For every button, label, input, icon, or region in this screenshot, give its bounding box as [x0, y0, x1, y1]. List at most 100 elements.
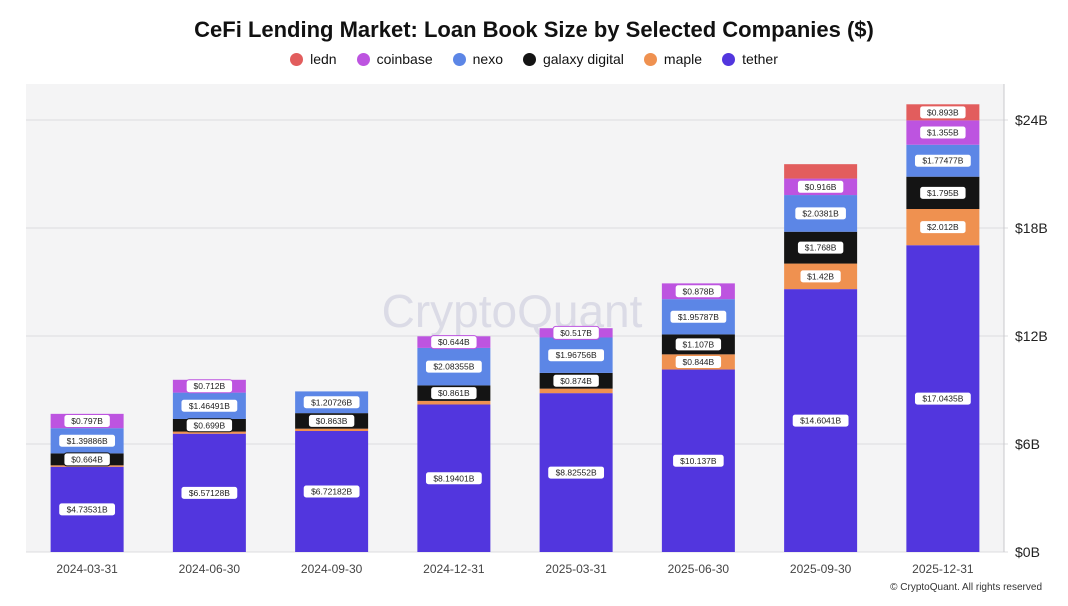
data-label-box [672, 453, 725, 468]
data-label-nexo: $1.20726B [311, 397, 352, 407]
bar-segment-maple [417, 400, 491, 405]
bar-segment-maple [539, 388, 613, 394]
data-label-nexo: $1.46491B [189, 401, 230, 411]
y-tick-label: $0B [1015, 544, 1040, 560]
data-label-box [185, 379, 234, 394]
data-label-galaxy-digital: $0.861B [438, 388, 470, 398]
legend-swatch [722, 52, 736, 66]
x-tick-label: 2024-12-31 [423, 562, 485, 576]
data-label-nexo: $1.39886B [67, 436, 108, 446]
legend-swatch [452, 52, 466, 66]
data-label-box [552, 325, 600, 340]
data-label-box [913, 391, 972, 406]
legend-label: nexo [472, 51, 503, 67]
data-label-box [913, 153, 972, 168]
data-label-box [58, 502, 117, 517]
legend-item-coinbase[interactable]: coinbase [356, 51, 433, 67]
data-label-box [307, 413, 356, 428]
data-label-box [794, 206, 847, 221]
y-tick-label: $6B [1015, 436, 1040, 452]
data-label-box [919, 220, 967, 235]
x-tick-label: 2025-09-30 [790, 562, 852, 576]
data-label-box [552, 373, 600, 388]
data-label-nexo: $1.96756B [556, 350, 597, 360]
legend-swatch [290, 52, 304, 66]
data-label-box [919, 125, 967, 140]
data-label-maple: $2.012B [927, 222, 959, 232]
data-label-tether: $4.73531B [67, 504, 108, 514]
data-label-box [674, 354, 723, 369]
legend-item-tether[interactable]: tether [722, 51, 778, 67]
data-label-box [674, 284, 723, 299]
data-label-box [185, 418, 234, 433]
data-label-box [58, 433, 117, 448]
data-label-box [302, 395, 361, 410]
data-label-maple: $1.42B [807, 271, 834, 281]
data-label-maple: $0.844B [683, 357, 715, 367]
data-label-box [919, 105, 967, 120]
data-label-tether: $10.137B [680, 456, 717, 466]
data-label-galaxy-digital: $1.795B [927, 188, 959, 198]
data-label-coinbase: $0.916B [805, 182, 837, 192]
data-label-coinbase: $0.644B [438, 337, 470, 347]
data-label-ledn: $0.893B [927, 107, 959, 117]
data-label-tether: $14.6041B [800, 416, 841, 426]
bar-segment-ledn [784, 164, 858, 179]
data-label-box [63, 414, 111, 429]
y-tick-label: $12B [1015, 328, 1048, 344]
data-label-tether: $8.19401B [433, 473, 474, 483]
data-label-box [424, 359, 483, 374]
data-label-tether: $8.82552B [556, 468, 597, 478]
data-label-nexo: $1.77477B [922, 156, 963, 166]
legend-swatch [522, 52, 536, 66]
data-label-box [669, 309, 728, 324]
data-label-galaxy-digital: $1.107B [683, 339, 715, 349]
data-label-coinbase: $0.517B [560, 328, 592, 338]
x-tick-label: 2025-03-31 [545, 562, 607, 576]
data-label-box [796, 240, 845, 255]
data-label-box [547, 465, 606, 480]
data-label-nexo: $2.08355B [433, 362, 474, 372]
data-label-coinbase: $0.797B [71, 416, 103, 426]
legend-item-maple[interactable]: maple [643, 51, 703, 67]
data-label-nexo: $1.95787B [678, 312, 719, 322]
legend-label: coinbase [376, 51, 433, 67]
x-tick-label: 2024-03-31 [56, 562, 118, 576]
data-label-box [424, 471, 483, 486]
data-label-tether: $6.72182B [311, 487, 352, 497]
data-label-box [674, 337, 723, 352]
data-label-box [919, 185, 967, 200]
legend-label: tether [742, 51, 778, 67]
data-label-box [791, 413, 850, 428]
data-label-box [180, 398, 239, 413]
data-label-box [799, 269, 842, 284]
data-label-galaxy-digital: $0.664B [71, 454, 103, 464]
copyright-notice: © CryptoQuant. All rights reserved [890, 582, 1042, 593]
legend-item-nexo[interactable]: nexo [452, 51, 503, 67]
legend-label: ledn [310, 51, 337, 67]
data-label-galaxy-digital: $0.874B [560, 376, 592, 386]
data-label-box [63, 452, 111, 467]
legend-swatch [643, 52, 657, 66]
x-tick-label: 2025-06-30 [668, 562, 730, 576]
x-tick-label: 2025-12-31 [912, 562, 974, 576]
bar-segment-maple [295, 428, 369, 432]
legend: ledn coinbase nexo galaxy digital maple tethe… [0, 51, 1068, 67]
data-label-galaxy-digital: $0.699B [194, 420, 226, 430]
x-tick-label: 2024-06-30 [179, 562, 241, 576]
data-label-tether: $6.57128B [189, 488, 230, 498]
chart-title: CeFi Lending Market: Loan Book Size by S… [194, 17, 874, 42]
data-label-nexo: $2.0381B [802, 208, 839, 218]
bar-segment-maple [172, 431, 246, 434]
y-tick-label: $18B [1015, 220, 1048, 236]
data-label-coinbase: $0.712B [194, 381, 226, 391]
y-tick-label: $24B [1015, 112, 1048, 128]
legend-item-ledn[interactable]: ledn [290, 51, 337, 67]
data-label-tether: $17.0435B [922, 394, 963, 404]
data-label-galaxy-digital: $1.768B [805, 243, 837, 253]
data-label-box [796, 179, 845, 194]
data-label-galaxy-digital: $0.863B [316, 416, 348, 426]
legend-label: maple [663, 51, 703, 67]
legend-item-galaxy-digital[interactable]: galaxy digital [522, 51, 624, 67]
